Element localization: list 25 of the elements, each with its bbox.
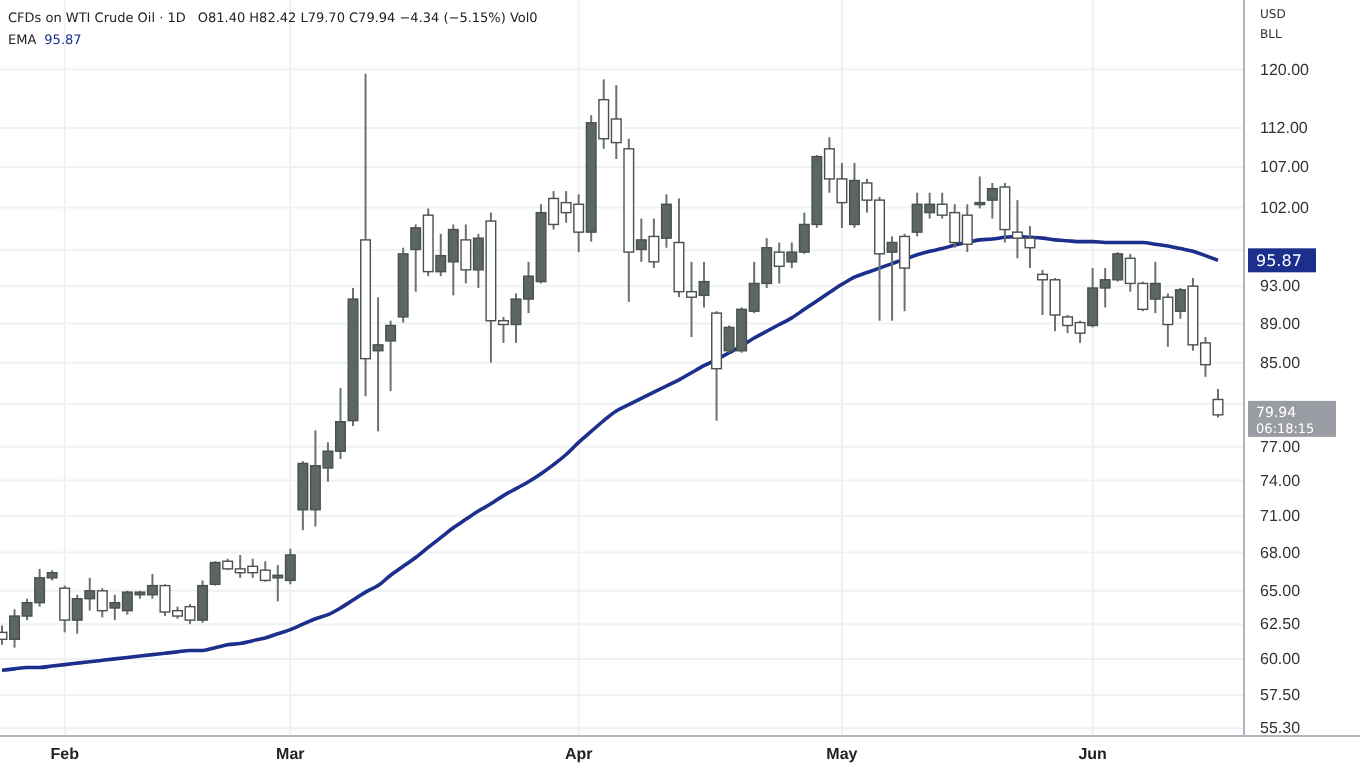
y-tick-label: 85.00 [1260, 353, 1302, 372]
y-tick-label: 77.00 [1260, 437, 1302, 456]
y-tick-label: 112.00 [1260, 119, 1309, 138]
x-tick-label: May [826, 745, 859, 764]
y-tick-label: 62.50 [1260, 615, 1302, 634]
x-tick-label: Jun [1078, 745, 1108, 764]
y-tick-label: 89.00 [1260, 314, 1302, 333]
y-tick-label: 65.00 [1260, 581, 1302, 600]
y-tick-label: 68.00 [1260, 543, 1302, 562]
y-tick-label: 102.00 [1260, 198, 1311, 217]
y-tick-label: 71.00 [1260, 506, 1302, 525]
candlestick [385, 319, 397, 393]
x-tick-label: Mar [276, 745, 305, 764]
text: 95.87 [1256, 252, 1302, 271]
x-tick-label: Feb [50, 745, 80, 764]
y-tick-label: 120.00 [1260, 60, 1311, 79]
y-tick-label: 57.50 [1260, 686, 1302, 705]
candlestick [1212, 387, 1224, 419]
y-tick-label: 55.30 [1260, 719, 1302, 738]
y-tick-label: 74.00 [1260, 471, 1302, 490]
candlestick [974, 175, 986, 210]
x-tick-label: Apr [564, 745, 593, 764]
y-tick-label: 107.00 [1260, 158, 1311, 177]
y-tick-label: 93.00 [1260, 277, 1302, 296]
y-tick-label: 60.00 [1260, 650, 1302, 669]
